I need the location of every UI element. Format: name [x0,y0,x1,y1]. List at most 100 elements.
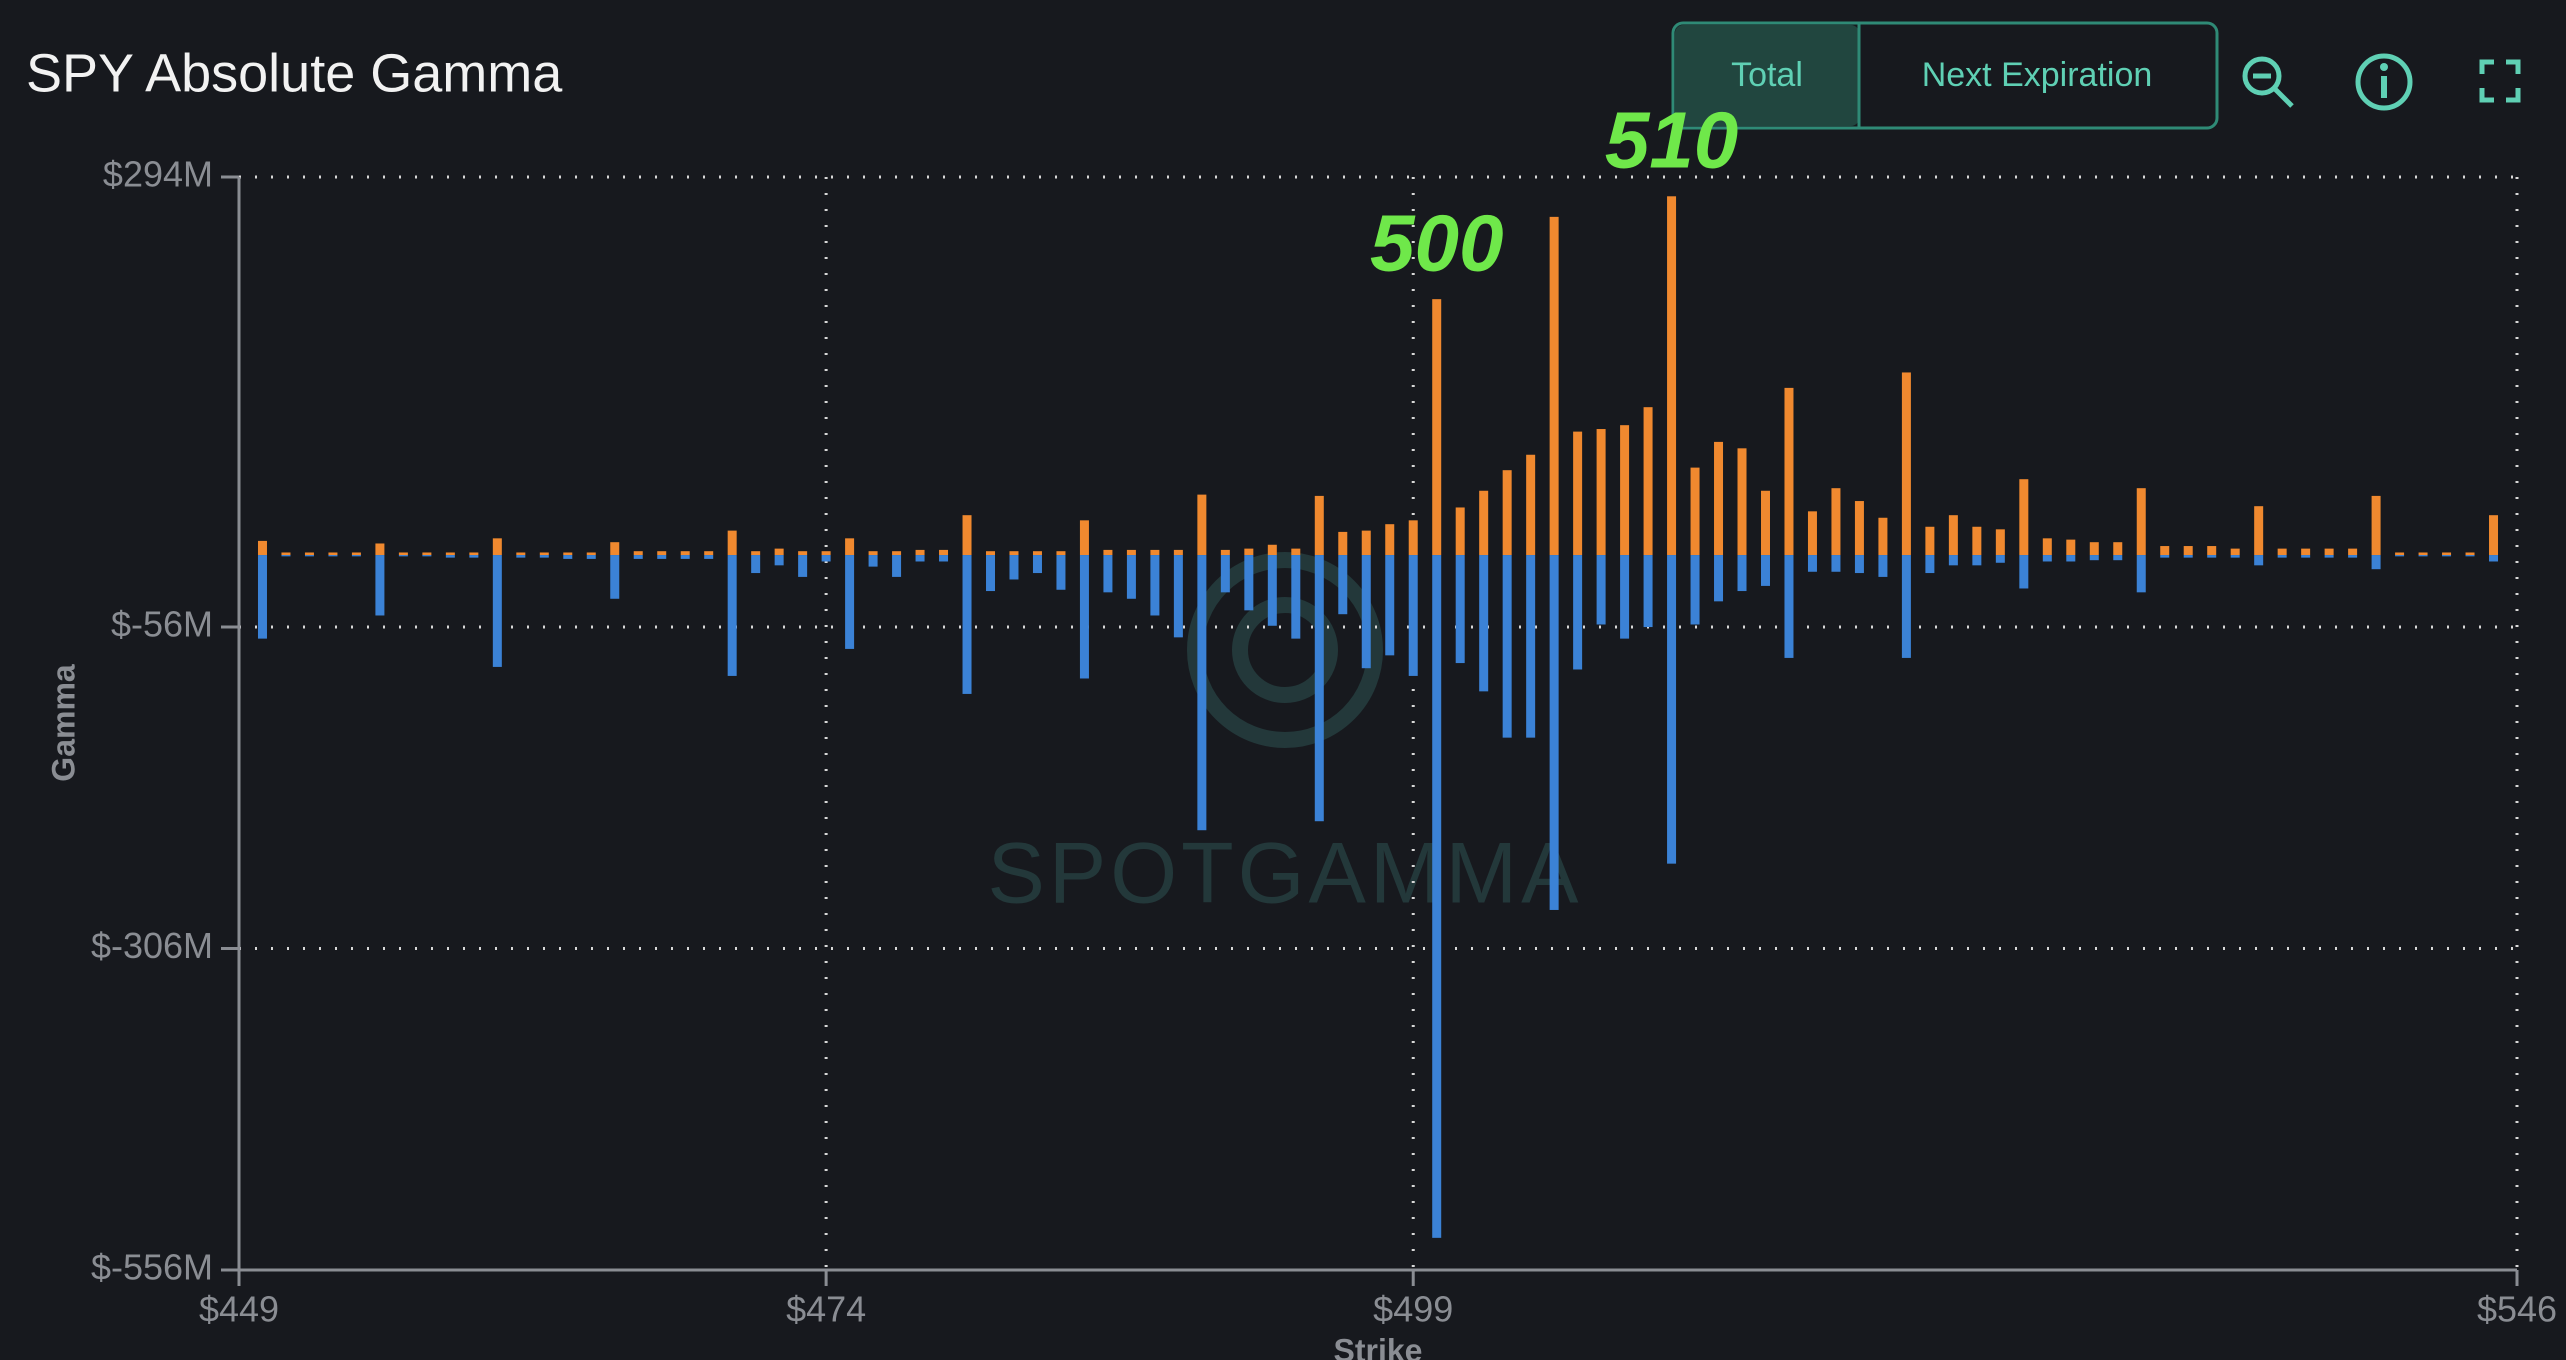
x-tick-label: $546 [2477,1289,2557,1330]
bar [1995,555,2005,563]
bar [2371,555,2381,570]
bar [398,555,408,557]
bar [351,555,361,557]
fullscreen-icon[interactable] [2479,59,2521,103]
bar [845,538,855,556]
bar [798,551,808,556]
bar [798,555,808,577]
bar [422,555,432,557]
bar [892,551,902,556]
bar [939,555,949,562]
bar [1573,555,1583,670]
bar [962,555,972,694]
bar [492,555,502,667]
bar [445,552,455,556]
y-tick-label: $-556M [91,1247,213,1288]
bar [610,555,620,599]
bar [2418,552,2428,556]
bar [1831,488,1841,556]
x-tick-label: $499 [1373,1289,1453,1330]
bar [1972,526,1982,556]
bar [727,530,737,556]
bar [1760,555,1770,586]
bar [1690,467,1700,556]
bar [516,552,526,556]
bar [2136,555,2146,593]
y-tick-label: $-56M [111,604,213,645]
bar [1784,387,1794,556]
zoom-icon[interactable] [2242,56,2294,108]
bar [375,555,385,616]
bar [1338,531,1348,556]
bar [1526,555,1536,738]
bar [1854,555,1864,574]
bar [304,555,314,557]
bar [257,555,267,639]
bar [1455,507,1465,556]
bar [2113,542,2123,556]
bar [1831,555,1841,572]
bar [2042,538,2052,556]
bar [1714,555,1724,602]
bar [1079,520,1089,556]
bar [445,555,455,558]
bar [1244,555,1254,611]
bar [1479,490,1489,556]
bar [680,555,690,559]
bar [1197,555,1207,831]
bar [1432,299,1442,556]
bar [257,540,267,556]
watermark-logo [1187,552,1383,748]
x-axis-title: Strike [1334,1332,1423,1360]
bar [1948,555,1958,566]
bar [2066,555,2076,562]
bar [1737,448,1747,556]
y-tick-label: $294M [103,154,213,195]
x-tick-label: $449 [199,1289,279,1330]
bar [633,551,643,556]
bar [1220,549,1230,556]
bar [281,555,291,557]
bar [1103,549,1113,556]
bar [2160,555,2170,558]
y-tick-label: $-306M [91,925,213,966]
bar [1714,441,1724,556]
bar [2324,548,2334,556]
toggle-group [1671,21,2219,130]
bar [610,542,620,556]
bar [1479,555,1489,692]
bar [915,555,925,562]
bar [2348,548,2358,556]
bar [1173,549,1183,556]
bar [1408,520,1418,556]
annotation: 500 [1370,198,1503,287]
bar [868,551,878,556]
bar [751,555,761,574]
bar [304,552,314,556]
total-button[interactable]: Total [1731,56,1803,94]
bar [539,555,549,558]
bar [633,555,643,559]
bar [1056,555,1066,590]
bar [2089,555,2099,561]
info-icon[interactable] [2355,53,2413,111]
bar [1150,555,1160,616]
bar [539,552,549,556]
bar [1972,555,1982,566]
bar [868,555,878,567]
bar [1807,511,1817,556]
bar [1901,555,1911,658]
bar [2348,555,2358,558]
bar [1667,196,1677,556]
bar [915,549,925,556]
bar [774,555,784,566]
bar [704,551,714,556]
bar [398,552,408,556]
bar [1314,495,1324,556]
bar [2301,548,2311,556]
bar [1314,555,1324,822]
bar [1056,551,1066,556]
next-expiration-button[interactable]: Next Expiration [1922,56,2153,94]
